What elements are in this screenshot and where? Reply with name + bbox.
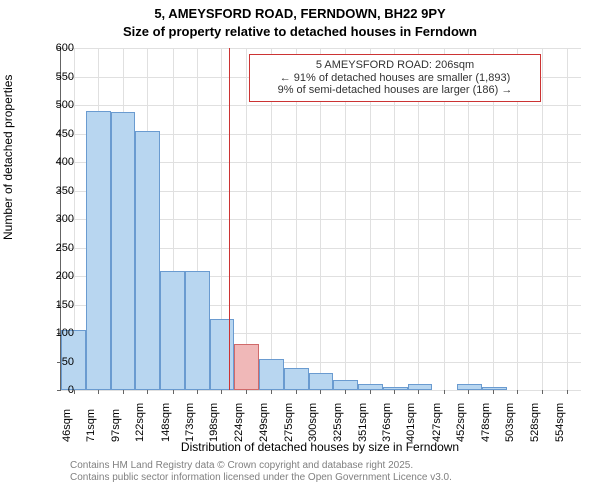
histogram-bar: [482, 387, 507, 390]
reference-line: [229, 48, 230, 390]
x-tick-label: 148sqm: [160, 403, 172, 442]
histogram-bar: [86, 111, 111, 390]
gridline-v: [542, 48, 543, 390]
y-axis-label: Number of detached properties: [1, 75, 15, 240]
x-tick-label: 503sqm: [504, 403, 516, 442]
x-tick-mark: [221, 390, 222, 394]
chart-container: 5, AMEYSFORD ROAD, FERNDOWN, BH22 9PY Si…: [0, 0, 600, 500]
plot-area: 5 AMEYSFORD ROAD: 206sqm← 91% of detache…: [60, 48, 581, 391]
gridline-v: [246, 48, 247, 390]
annotation-line: ← 91% of detached houses are smaller (1,…: [256, 72, 534, 85]
x-tick-mark: [246, 390, 247, 394]
x-tick-label: 173sqm: [184, 403, 196, 442]
attribution-text: Contains HM Land Registry data © Crown c…: [70, 460, 452, 484]
y-tick-label: 450: [56, 128, 74, 140]
histogram-bar: [383, 387, 408, 390]
y-tick-label: 0: [68, 384, 74, 396]
y-tick-label: 200: [56, 270, 74, 282]
x-tick-mark: [296, 390, 297, 394]
y-tick-label: 100: [56, 327, 74, 339]
histogram-bar: [111, 112, 136, 390]
y-tick-label: 550: [56, 71, 74, 83]
chart-title-line2: Size of property relative to detached ho…: [0, 24, 600, 39]
histogram-bar: [457, 384, 482, 390]
x-tick-mark: [147, 390, 148, 394]
y-tick-label: 300: [56, 213, 74, 225]
y-tick-mark: [57, 390, 61, 391]
attribution-line2: Contains public sector information licen…: [70, 472, 452, 484]
x-tick-label: 198sqm: [208, 403, 220, 442]
x-tick-mark: [444, 390, 445, 394]
x-tick-mark: [271, 390, 272, 394]
y-tick-label: 500: [56, 99, 74, 111]
x-tick-label: 325sqm: [332, 403, 344, 442]
x-tick-mark: [345, 390, 346, 394]
x-tick-mark: [567, 390, 568, 394]
histogram-bar: [333, 380, 358, 390]
y-tick-label: 250: [56, 242, 74, 254]
x-tick-label: 528sqm: [529, 403, 541, 442]
x-tick-label: 478sqm: [480, 403, 492, 442]
histogram-bar: [185, 271, 210, 390]
y-tick-label: 350: [56, 185, 74, 197]
gridline-v: [567, 48, 568, 390]
histogram-bar: [309, 373, 334, 390]
histogram-bar: [135, 131, 160, 390]
x-tick-label: 452sqm: [455, 403, 467, 442]
x-tick-label: 46sqm: [61, 409, 73, 442]
x-tick-mark: [173, 390, 174, 394]
x-tick-label: 275sqm: [283, 403, 295, 442]
x-tick-mark: [98, 390, 99, 394]
x-tick-mark: [197, 390, 198, 394]
histogram-bar-highlight: [234, 344, 259, 390]
x-tick-label: 224sqm: [233, 403, 245, 442]
x-tick-mark: [370, 390, 371, 394]
x-tick-label: 401sqm: [405, 403, 417, 442]
histogram-bar: [210, 319, 235, 390]
histogram-bar: [160, 271, 185, 390]
x-tick-label: 376sqm: [381, 403, 393, 442]
x-tick-label: 97sqm: [110, 409, 122, 442]
x-tick-mark: [418, 390, 419, 394]
attribution-line1: Contains HM Land Registry data © Crown c…: [70, 460, 452, 472]
x-tick-label: 554sqm: [554, 403, 566, 442]
histogram-bar: [284, 368, 309, 390]
x-tick-label: 249sqm: [258, 403, 270, 442]
x-tick-mark: [542, 390, 543, 394]
annotation-line: 9% of semi-detached houses are larger (1…: [256, 84, 534, 97]
x-tick-label: 122sqm: [134, 403, 146, 442]
x-tick-mark: [468, 390, 469, 394]
x-axis-label: Distribution of detached houses by size …: [60, 440, 580, 454]
y-tick-label: 150: [56, 299, 74, 311]
x-tick-label: 427sqm: [431, 403, 443, 442]
histogram-bar: [259, 359, 284, 390]
x-tick-mark: [394, 390, 395, 394]
x-tick-label: 351sqm: [357, 403, 369, 442]
x-tick-mark: [320, 390, 321, 394]
annotation-line: 5 AMEYSFORD ROAD: 206sqm: [256, 59, 534, 72]
x-tick-label: 71sqm: [85, 409, 97, 442]
x-tick-label: 300sqm: [307, 403, 319, 442]
x-tick-mark: [517, 390, 518, 394]
y-tick-label: 400: [56, 156, 74, 168]
y-tick-label: 600: [56, 42, 74, 54]
histogram-bar: [408, 384, 433, 390]
histogram-bar: [358, 384, 383, 390]
annotation-box: 5 AMEYSFORD ROAD: 206sqm← 91% of detache…: [249, 54, 541, 102]
x-tick-mark: [493, 390, 494, 394]
y-tick-label: 50: [62, 356, 74, 368]
chart-title-line1: 5, AMEYSFORD ROAD, FERNDOWN, BH22 9PY: [0, 6, 600, 21]
x-tick-mark: [123, 390, 124, 394]
